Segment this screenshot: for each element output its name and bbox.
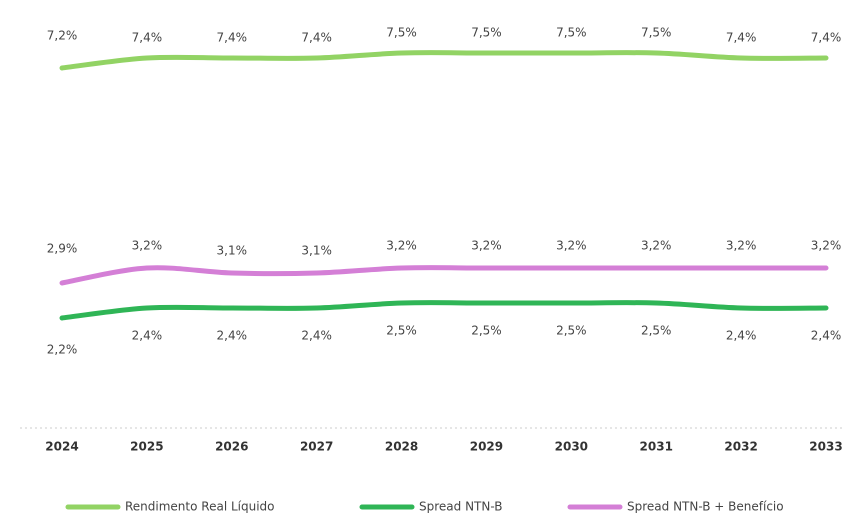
data-label: 3,2% — [726, 239, 757, 253]
x-tick-label: 2031 — [640, 440, 673, 454]
data-label: 2,2% — [47, 343, 78, 357]
data-label: 3,2% — [641, 239, 672, 253]
data-label: 2,9% — [47, 242, 78, 256]
data-label: 3,2% — [811, 239, 842, 253]
x-tick-label: 2026 — [215, 440, 248, 454]
data-label: 2,4% — [811, 329, 842, 343]
series-line — [59, 300, 829, 321]
data-label: 7,4% — [811, 31, 842, 45]
legend-label: Spread NTN-B + Benefício — [627, 500, 784, 514]
data-label: 7,4% — [726, 31, 757, 45]
data-label: 2,4% — [726, 329, 757, 343]
x-tick-label: 2030 — [555, 440, 588, 454]
data-label: 2,5% — [471, 324, 502, 338]
data-label: 2,5% — [641, 324, 672, 338]
data-label: 7,4% — [217, 31, 248, 45]
x-tick-label: 2024 — [45, 440, 78, 454]
data-label: 3,2% — [471, 239, 502, 253]
data-label: 7,4% — [301, 31, 332, 45]
data-label: 7,5% — [386, 26, 417, 40]
x-tick-label: 2027 — [300, 440, 333, 454]
legend-label: Rendimento Real Líquido — [125, 500, 275, 514]
data-label: 7,5% — [556, 26, 587, 40]
data-label: 2,4% — [217, 329, 248, 343]
x-tick-label: 2028 — [385, 440, 418, 454]
x-tick-label: 2025 — [130, 440, 163, 454]
data-label: 3,2% — [556, 239, 587, 253]
data-label: 7,5% — [641, 26, 672, 40]
data-label: 3,1% — [301, 244, 332, 258]
series-line — [59, 265, 829, 286]
legend-label: Spread NTN-B — [419, 500, 503, 514]
data-label: 2,4% — [301, 329, 332, 343]
data-label: 7,2% — [47, 29, 78, 43]
x-tick-label: 2033 — [809, 440, 842, 454]
data-label: 7,4% — [132, 31, 163, 45]
data-label: 2,5% — [556, 324, 587, 338]
data-label: 2,5% — [386, 324, 417, 338]
data-label: 3,1% — [217, 244, 248, 258]
series-line — [59, 50, 829, 71]
data-label: 3,2% — [132, 239, 163, 253]
x-tick-label: 2029 — [470, 440, 503, 454]
data-label: 3,2% — [386, 239, 417, 253]
x-tick-label: 2032 — [724, 440, 757, 454]
data-label: 7,5% — [471, 26, 502, 40]
data-label: 2,4% — [132, 329, 163, 343]
